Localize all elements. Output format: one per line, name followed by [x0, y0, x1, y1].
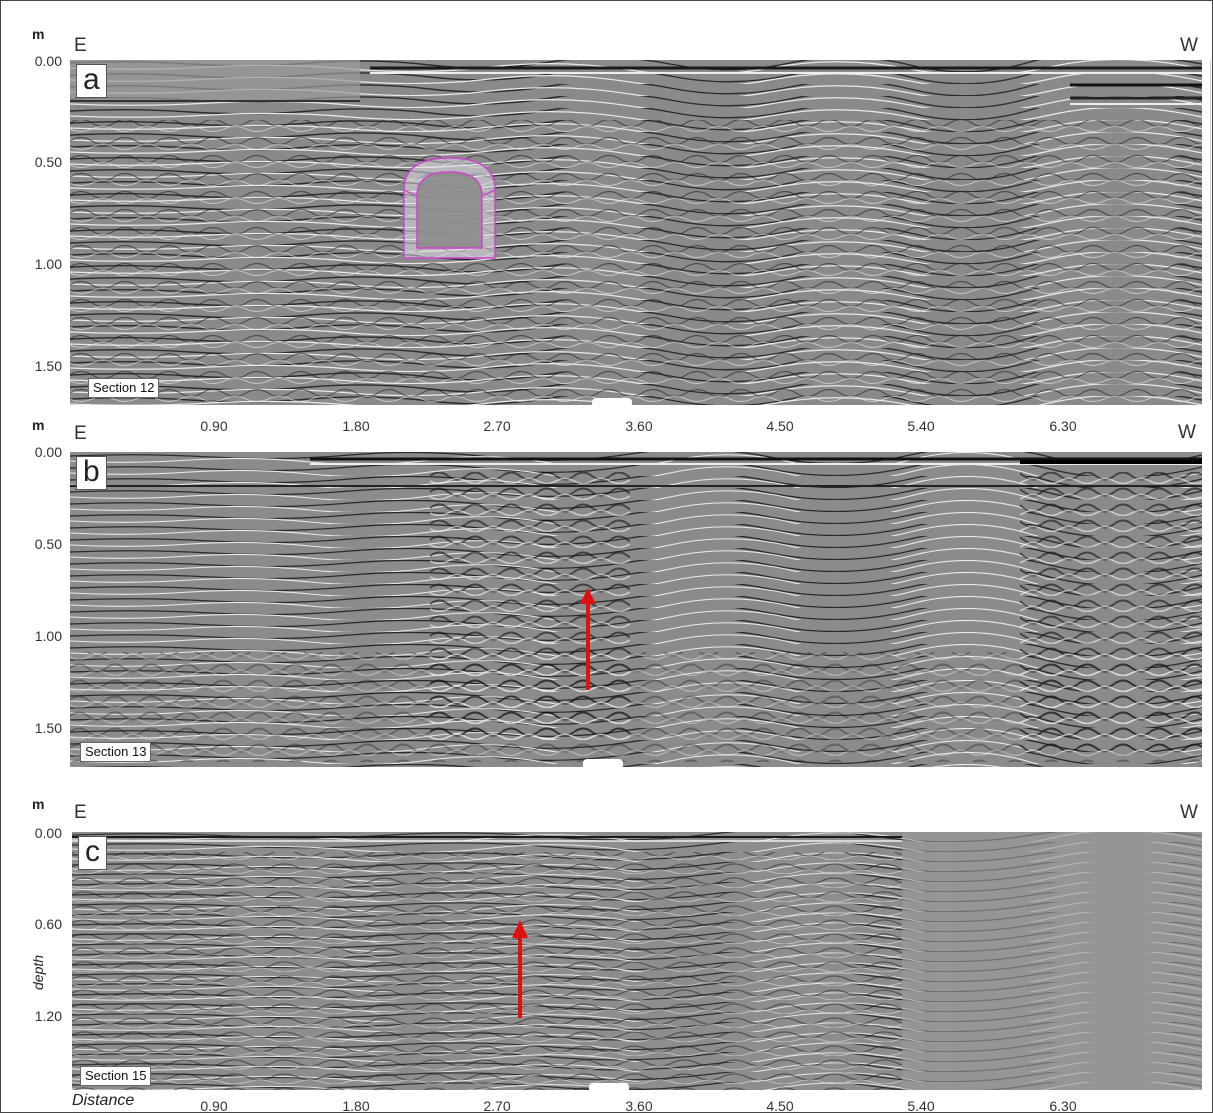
radargram-texture-b — [70, 452, 1202, 767]
depth-tick-c-0: 0.00 — [2, 825, 62, 841]
section-label-b: Section 13 — [80, 742, 151, 762]
west-label-c: W — [1180, 802, 1198, 824]
section-label-a: Section 12 — [88, 378, 159, 398]
distance-tick-row1-0: 0.90 — [184, 418, 244, 434]
depth-tick-c-2: 1.20 — [2, 1008, 62, 1024]
east-label-a: E — [74, 35, 87, 57]
data-gap-c — [589, 1083, 629, 1090]
unit-label-a: m — [32, 26, 44, 42]
radargram-texture-a — [70, 60, 1202, 405]
radargram-texture-c — [72, 832, 1202, 1090]
radargram-panel-a: a Section 12 — [70, 60, 1202, 405]
distance-tick-row1-2: 2.70 — [467, 418, 527, 434]
depth-tick-a-3: 1.50 — [2, 358, 62, 374]
right-axis-line-a — [1210, 60, 1211, 400]
west-label-b: W — [1178, 422, 1196, 444]
depth-tick-a-2: 1.00 — [2, 256, 62, 272]
distance-tick-row1-5: 5.40 — [891, 418, 951, 434]
depth-tick-c-1: 0.60 — [2, 916, 62, 932]
distance-axis-label: Distance — [72, 1092, 134, 1110]
tunnel-outline — [404, 158, 495, 258]
depth-tick-a-0: 0.00 — [2, 53, 62, 69]
distance-tick-row2-4: 4.50 — [750, 1098, 810, 1114]
panel-label-c: c — [78, 836, 107, 870]
distance-tick-row1-3: 3.60 — [609, 418, 669, 434]
radargram-panel-b: b Section 13 — [70, 452, 1202, 767]
depth-tick-b-0: 0.00 — [2, 444, 62, 460]
unit-label-b: m — [32, 417, 44, 433]
depth-tick-b-1: 0.50 — [2, 536, 62, 552]
unit-label-c: m — [32, 796, 44, 812]
data-gap-b — [583, 759, 623, 767]
panel-label-a: a — [76, 64, 107, 98]
distance-tick-row2-6: 6.30 — [1033, 1098, 1093, 1114]
distance-tick-row2-5: 5.40 — [891, 1098, 951, 1114]
panel-label-b: b — [76, 456, 107, 490]
data-gap-a — [592, 398, 632, 405]
section-label-c: Section 15 — [80, 1066, 151, 1086]
east-label-c: E — [74, 802, 87, 824]
distance-tick-row1-6: 6.30 — [1033, 418, 1093, 434]
distance-tick-row2-0: 0.90 — [184, 1098, 244, 1114]
depth-axis-label: depth — [30, 955, 46, 990]
east-label-b: E — [74, 423, 87, 445]
depth-tick-b-2: 1.00 — [2, 628, 62, 644]
distance-tick-row2-2: 2.70 — [467, 1098, 527, 1114]
west-label-a: W — [1180, 35, 1198, 57]
depth-tick-a-1: 0.50 — [2, 154, 62, 170]
distance-tick-row1-1: 1.80 — [326, 418, 386, 434]
depth-tick-b-3: 1.50 — [2, 720, 62, 736]
distance-tick-row1-4: 4.50 — [750, 418, 810, 434]
distance-tick-row2-3: 3.60 — [609, 1098, 669, 1114]
radargram-panel-c: c Section 15 — [72, 832, 1202, 1090]
distance-tick-row2-1: 1.80 — [326, 1098, 386, 1114]
